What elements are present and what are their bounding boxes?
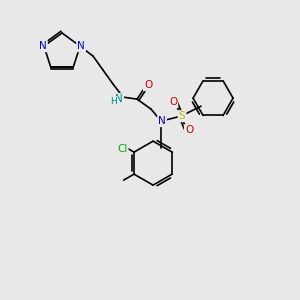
- Text: O: O: [144, 80, 152, 90]
- Text: O: O: [169, 97, 177, 107]
- Text: N: N: [158, 116, 166, 126]
- Text: H: H: [110, 97, 116, 106]
- Text: Cl: Cl: [117, 144, 128, 154]
- Text: N: N: [77, 41, 85, 51]
- Text: S: S: [179, 111, 185, 121]
- Text: N: N: [39, 41, 47, 51]
- Text: O: O: [185, 125, 193, 135]
- Text: N: N: [115, 94, 123, 104]
